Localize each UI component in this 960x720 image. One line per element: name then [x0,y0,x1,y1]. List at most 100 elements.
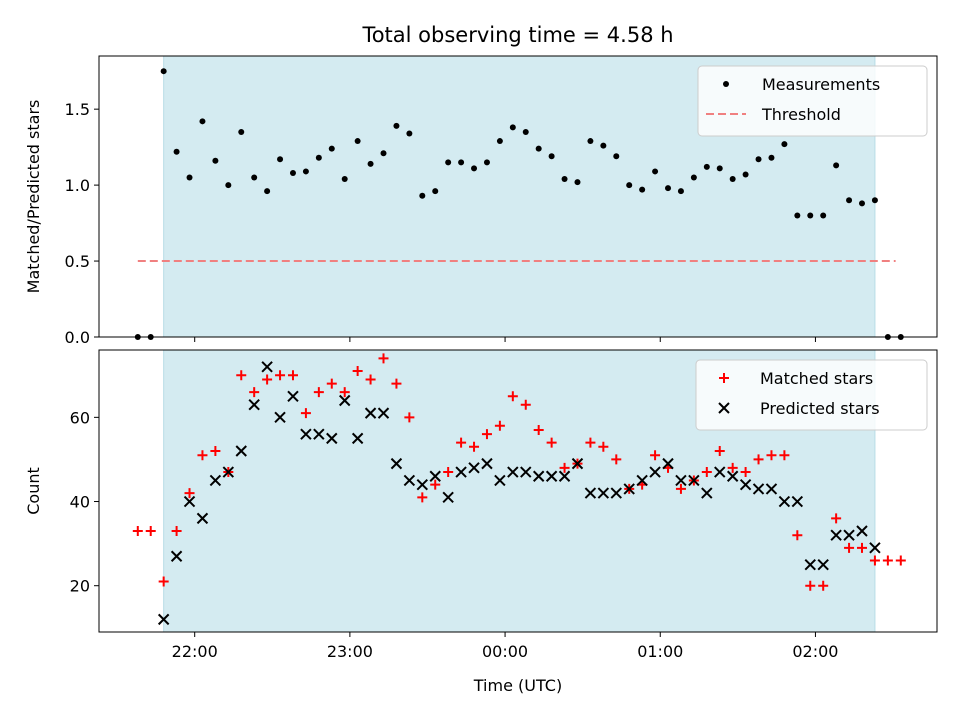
data-point [571,457,584,470]
data-point [365,374,376,385]
panel-ratio: 0.0 0.5 1.0 1.5 Matched/Predicted stars Measu… [24,55,938,347]
data-point [807,212,814,219]
data-point [275,370,286,381]
data-point [210,446,221,457]
data-point [171,525,182,536]
data-point [781,141,788,148]
data-point [445,159,452,166]
data-point [184,488,195,499]
data-point [532,470,545,482]
legend: Matched stars Predicted stars [695,359,928,431]
data-point [351,432,364,445]
data-point [701,487,713,499]
data-point [393,122,400,129]
data-point [274,411,286,424]
data-point [584,487,597,499]
data-point [626,182,633,189]
data-point [235,445,247,457]
panel-count: 20 40 60 22:00 23:00 00:00 01:00 02:00 Count Matc… [24,349,938,661]
data-point [895,555,906,566]
legend-marker [718,402,730,414]
data-point [742,171,749,178]
data-point [455,466,467,478]
data-point [520,466,532,478]
data-point [546,437,557,448]
y-tick-label: 60 [70,408,90,427]
data-point [496,138,503,145]
data-point [442,491,454,504]
data-point [339,387,350,398]
data-point [222,466,235,478]
x-tick-label: 02:00 [792,642,838,661]
data-point [856,525,868,537]
data-point [328,145,335,152]
data-point [882,555,893,566]
data-point [804,558,816,571]
data-point [869,542,881,554]
y-axis-label: Count [24,467,43,515]
x-tick-label: 22:00 [172,642,218,661]
data-point [186,174,193,181]
data-point [251,174,258,181]
data-point [716,165,723,172]
data-point [315,154,322,161]
data-point [846,197,853,204]
data-point [403,474,416,487]
data-point [650,450,661,461]
data-point [830,529,842,541]
data-point [665,185,672,192]
data-point [160,68,167,75]
legend-marker [719,373,729,383]
data-point [507,466,519,478]
data-point [740,467,751,478]
series-measurements [134,68,904,340]
y-tick-label: 1.0 [65,176,90,195]
data-point [391,378,402,389]
data-point [197,450,208,461]
data-point [522,128,529,135]
data-point [727,462,738,473]
data-point [132,525,143,536]
data-point [610,487,622,499]
data-point [170,550,183,562]
data-point [157,613,170,626]
data-point [377,407,390,419]
data-point [483,159,490,166]
data-point [468,462,480,474]
data-point [858,200,865,207]
data-point [768,154,775,161]
data-point [225,182,232,189]
data-point [313,428,325,440]
data-point [277,156,284,163]
data-point [419,192,426,199]
data-point [729,176,736,183]
data-point [287,390,299,403]
data-point [649,466,661,478]
data-point [417,492,428,503]
data-point [339,394,351,407]
data-point [636,474,648,487]
data-point [587,138,594,145]
data-point [752,483,765,495]
data-point [261,361,273,373]
data-point [248,399,260,411]
data-point [844,542,855,553]
data-point [443,467,454,478]
data-point [458,159,465,166]
data-point [598,441,609,452]
data-point [675,474,687,487]
data-point [520,399,531,410]
data-point [364,407,377,419]
data-point [726,470,739,482]
data-point [818,580,829,591]
data-point [778,495,791,508]
data-point [212,157,219,164]
data-point [471,165,478,172]
data-point [209,474,222,487]
data-point [429,470,441,482]
data-point [300,408,311,419]
data-point [326,378,337,389]
data-point [145,525,156,536]
data-point [791,495,804,508]
data-point [755,156,762,163]
